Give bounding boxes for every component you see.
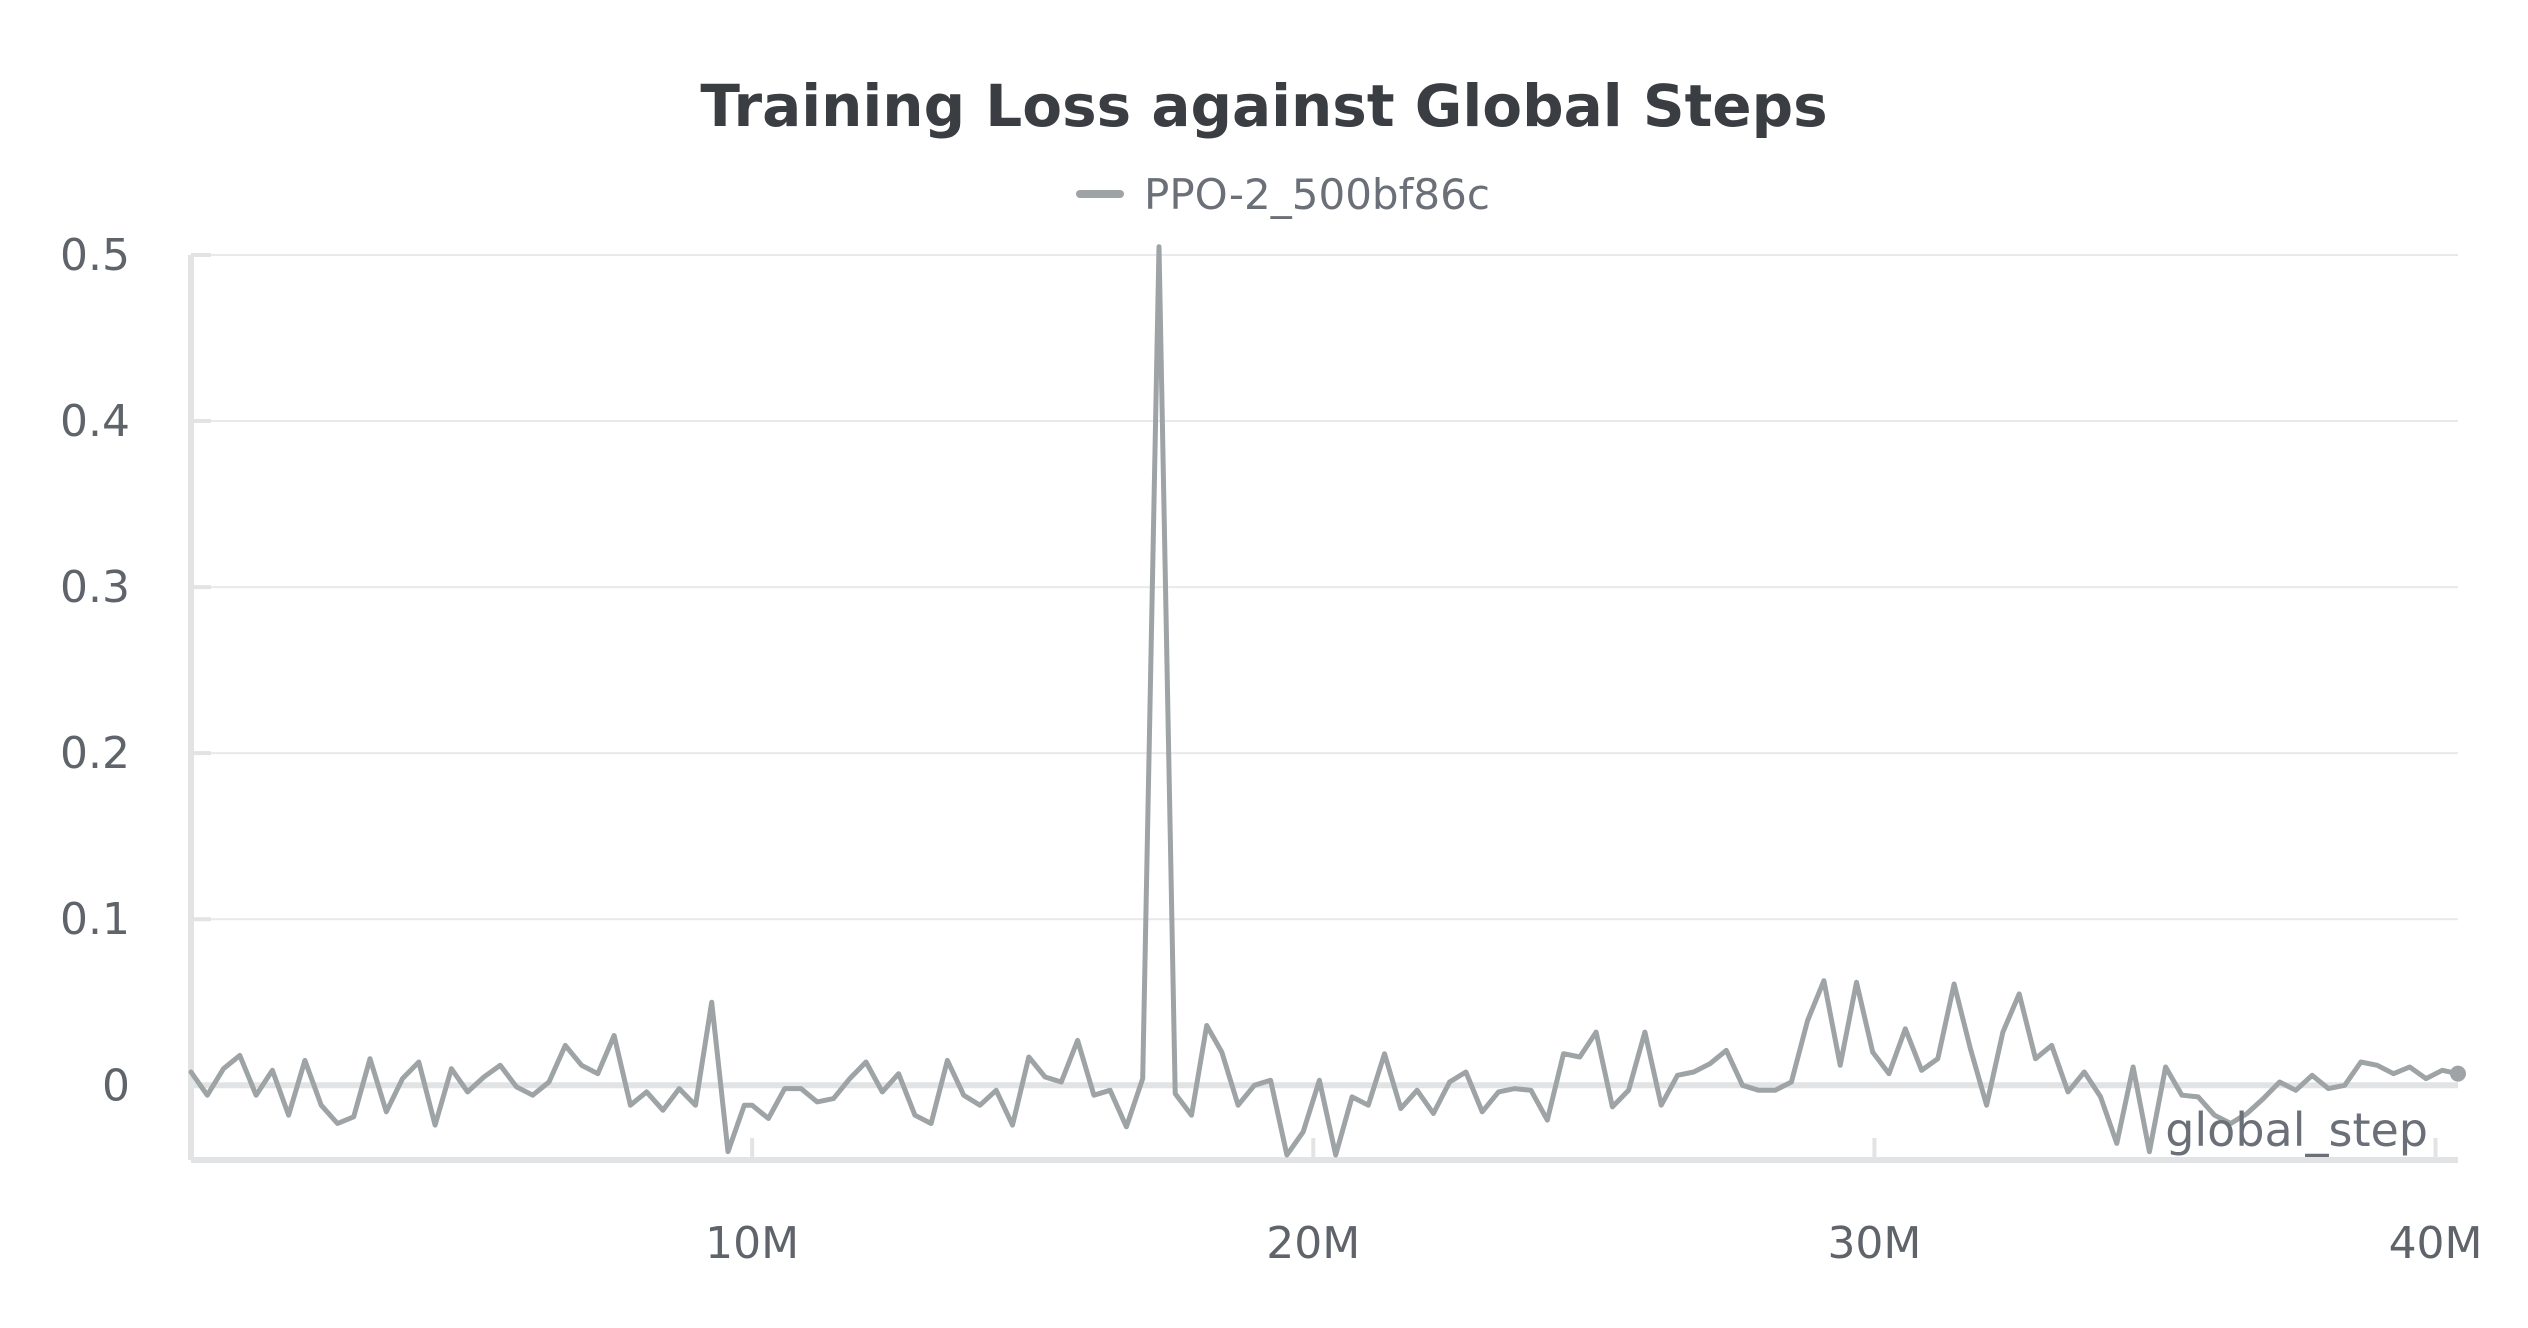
- y-tick-label: 0.4: [60, 396, 130, 447]
- legend-label: PPO-2_500bf86c: [1144, 170, 1490, 219]
- legend: PPO-2_500bf86c: [1080, 170, 1490, 219]
- x-axis-title: global_step: [2165, 1103, 2428, 1157]
- grid: [191, 255, 2458, 919]
- series-line: [191, 247, 2458, 1155]
- series-end-point: [2450, 1066, 2466, 1082]
- y-tick-label: 0.3: [60, 562, 130, 613]
- chart-title: Training Loss against Global Steps: [700, 72, 1827, 140]
- y-tick-label: 0: [102, 1060, 130, 1111]
- axes: [191, 255, 2458, 1160]
- y-tick-label: 0.2: [60, 728, 130, 779]
- y-tick-label: 0.1: [60, 894, 130, 945]
- x-tick-label: 10M: [705, 1218, 799, 1269]
- ticks: 0 0.1 0.2 0.3 0.4 0.5 10M 20M 30M 40M: [60, 230, 2483, 1269]
- x-tick-label: 30M: [1827, 1218, 1921, 1269]
- series-layer: [191, 247, 2466, 1155]
- x-tick-label: 20M: [1266, 1218, 1360, 1269]
- x-tick-label: 40M: [2389, 1218, 2483, 1269]
- y-tick-label: 0.5: [60, 230, 130, 281]
